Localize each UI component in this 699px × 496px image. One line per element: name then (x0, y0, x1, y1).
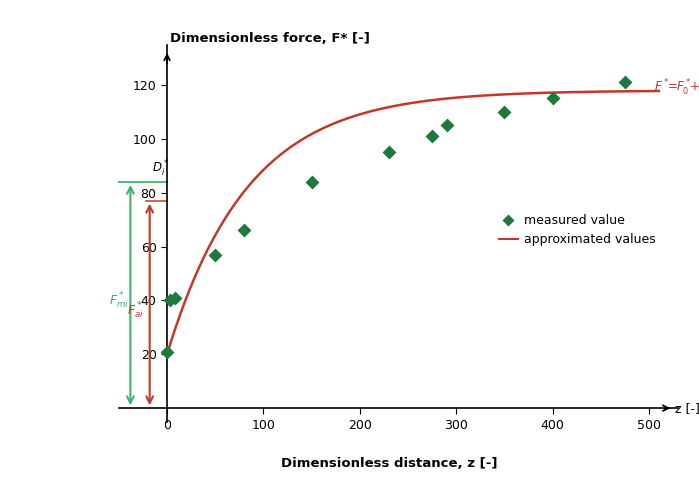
Point (441, 122, 452, 129)
Text: $F_{mi}^*$: $F_{mi}^*$ (109, 290, 129, 310)
Text: Dimensionless force, F* [-]: Dimensionless force, F* [-] (170, 32, 370, 45)
Text: $F^*\!\!=\!\!F_0^*\!\!+\!\!F_z^*$: $F^*\!\!=\!\!F_0^*\!\!+\!\!F_z^*$ (654, 78, 699, 98)
Point (547, 95, 559, 103)
Point (306, 178, 317, 186)
Point (238, 227, 250, 235)
Point (164, 297, 175, 305)
Point (619, 78, 630, 86)
Text: $F_{ai}^*$: $F_{ai}^*$ (127, 301, 144, 321)
Point (169, 294, 180, 302)
Legend: measured value, approximated values: measured value, approximated values (494, 209, 661, 251)
Point (383, 148, 394, 156)
Text: $D_i^*$: $D_i^*$ (152, 159, 169, 179)
Point (499, 108, 510, 116)
Text: Dimensionless distance, z [-]: Dimensionless distance, z [-] (280, 457, 497, 470)
Point (426, 132, 438, 140)
Point (210, 250, 221, 258)
Text: z [-]: z [-] (675, 402, 699, 415)
Point (161, 348, 173, 356)
